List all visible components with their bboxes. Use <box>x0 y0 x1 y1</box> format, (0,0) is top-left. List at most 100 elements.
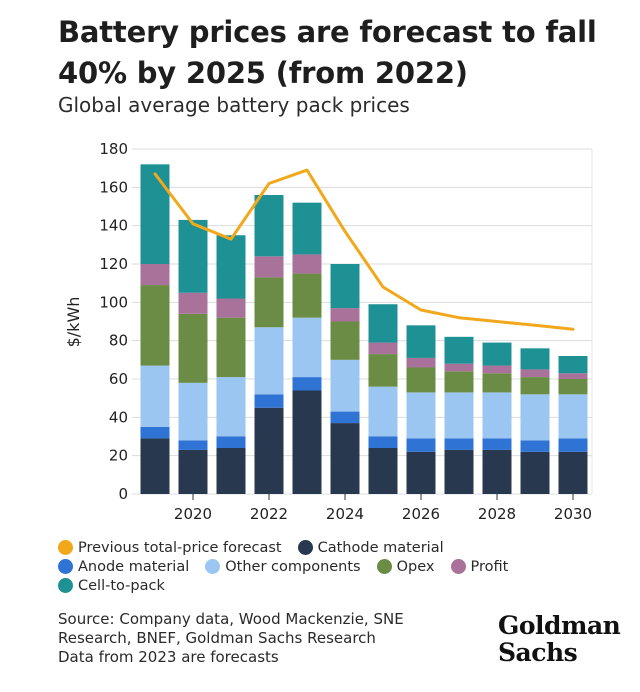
bar-segment-opex <box>330 321 360 360</box>
forecast-line-layer <box>153 168 575 331</box>
bar-segment-profit <box>520 369 550 378</box>
bar-segment-cathode <box>558 451 588 494</box>
anode-swatch <box>58 559 73 574</box>
y-tick-label: 160 <box>99 178 128 196</box>
bar-segment-profit <box>292 254 322 274</box>
bar-segment-anode <box>482 438 512 450</box>
y-tick-label: 180 <box>99 140 128 158</box>
bar-segment-anode <box>330 411 360 424</box>
cathode-swatch <box>297 540 313 555</box>
logo-line-1: Goldman <box>498 611 621 640</box>
logo-line-2: Sachs <box>498 638 578 667</box>
bar-segment-opex <box>482 373 512 393</box>
bar-segment-cell <box>216 235 246 299</box>
bar-segment-cell <box>330 264 360 309</box>
bar-segment-other <box>482 392 512 439</box>
bar-segment-cathode <box>330 423 360 494</box>
other-swatch <box>205 559 221 574</box>
y-tick-label: 20 <box>109 447 128 465</box>
source-line-3: Data from 2023 are forecasts <box>58 648 279 666</box>
bar-segment-opex <box>368 354 398 387</box>
source-line-2: Research, BNEF, Goldman Sachs Research <box>58 629 376 647</box>
bar-segment-other <box>444 392 474 439</box>
bar-segment-cell <box>444 336 474 364</box>
legend-label-profit: Profit <box>470 558 509 575</box>
legend-item-cathode: Cathode material <box>297 540 444 556</box>
bar-segment-other <box>140 365 170 427</box>
bar-segment-other <box>254 327 284 395</box>
bar-segment-cell <box>254 195 284 257</box>
bar-segment-other <box>292 317 322 378</box>
legend-item-other: Other components <box>205 558 361 575</box>
bar-segment-other <box>368 386 398 437</box>
bar-segment-anode <box>368 436 398 448</box>
bar-segment-anode <box>216 436 246 448</box>
bar-segment-anode <box>178 440 208 450</box>
bar-segment-other <box>178 382 208 441</box>
bar-segment-other <box>558 394 588 439</box>
y-tick-label: 100 <box>99 293 128 311</box>
bar-segment-other <box>406 392 436 439</box>
y-tick-label: 0 <box>118 485 128 503</box>
chart-subtitle: Global average battery pack prices <box>58 93 410 117</box>
bar-segment-profit <box>330 308 360 322</box>
bar-segment-other <box>216 377 246 437</box>
bar-segment-other <box>330 359 360 412</box>
bar-segment-anode <box>254 394 284 408</box>
stacked-bar-chart: 0 20 40 60 80 100 120 140 160 180 2020 2022 2024 2026… <box>64 140 593 523</box>
bar-segment-cathode <box>254 407 284 494</box>
bar-segment-cell <box>178 219 208 293</box>
bar-segment-cathode <box>368 448 398 494</box>
y-tick-label: 140 <box>99 217 128 235</box>
y-tick-label: 80 <box>109 332 128 350</box>
x-tick-label: 2022 <box>250 505 288 523</box>
y-tick-label: 120 <box>99 255 128 273</box>
legend-item-cell: Cell-to-pack <box>58 578 165 594</box>
bar-segment-profit <box>444 363 474 372</box>
bar-segment-anode <box>558 438 588 452</box>
legend-item-forecast: Previous total-price forecast <box>58 540 282 556</box>
bar-segment-profit <box>482 365 512 374</box>
bar-segment-opex <box>292 273 322 318</box>
forecast-swatch <box>58 540 73 555</box>
axes: 0 20 40 60 80 100 120 140 160 180 2020 2022 2024 2026… <box>99 140 592 523</box>
bar-segment-cathode <box>216 448 246 494</box>
bar-segment-cathode <box>178 449 208 494</box>
legend-label-other: Other components <box>225 558 361 575</box>
x-tick-label: 2026 <box>402 505 440 523</box>
bar-segment-anode <box>520 440 550 452</box>
bar-segment-other <box>520 394 550 441</box>
legend-label-forecast: Previous total-price forecast <box>78 539 282 556</box>
legend-label-cell: Cell-to-pack <box>78 577 165 594</box>
legend-item-anode: Anode material <box>58 559 189 575</box>
y-tick-label: 40 <box>109 408 128 426</box>
bar-segment-opex <box>558 379 588 395</box>
bar-segment-profit <box>254 256 284 278</box>
legend-label-anode: Anode material <box>78 558 190 575</box>
bar-segment-anode <box>140 426 170 439</box>
bar-segment-profit <box>178 292 208 314</box>
bar-segment-cathode <box>140 438 170 494</box>
bar-segment-opex <box>444 371 474 393</box>
bar-segment-profit <box>140 264 170 286</box>
source-line-1: Source: Company data, Wood Mackenzie, SN… <box>58 610 404 628</box>
bar-segment-cell <box>482 342 512 366</box>
bar-segment-profit <box>216 298 246 318</box>
bar-segment-cathode <box>482 449 512 494</box>
goldman-sachs-logo: Goldman Sachs <box>498 611 621 667</box>
legend-item-profit: Profit <box>450 558 509 575</box>
bar-segment-cathode <box>520 451 550 494</box>
profit-swatch <box>450 559 466 574</box>
bar-segment-cell <box>406 325 436 358</box>
forecast-line <box>153 168 575 331</box>
bar-segment-profit <box>406 357 436 368</box>
bar-segment-opex <box>520 377 550 395</box>
bar-segment-cell <box>292 202 322 255</box>
bar-segment-opex <box>406 367 436 393</box>
legend-label-opex: Opex <box>396 558 435 575</box>
bar-segment-cell <box>558 356 588 374</box>
x-tick-label: 2030 <box>554 505 592 523</box>
bar-segment-cell <box>140 164 170 264</box>
bar-segment-profit <box>368 342 398 355</box>
bars <box>140 164 588 494</box>
